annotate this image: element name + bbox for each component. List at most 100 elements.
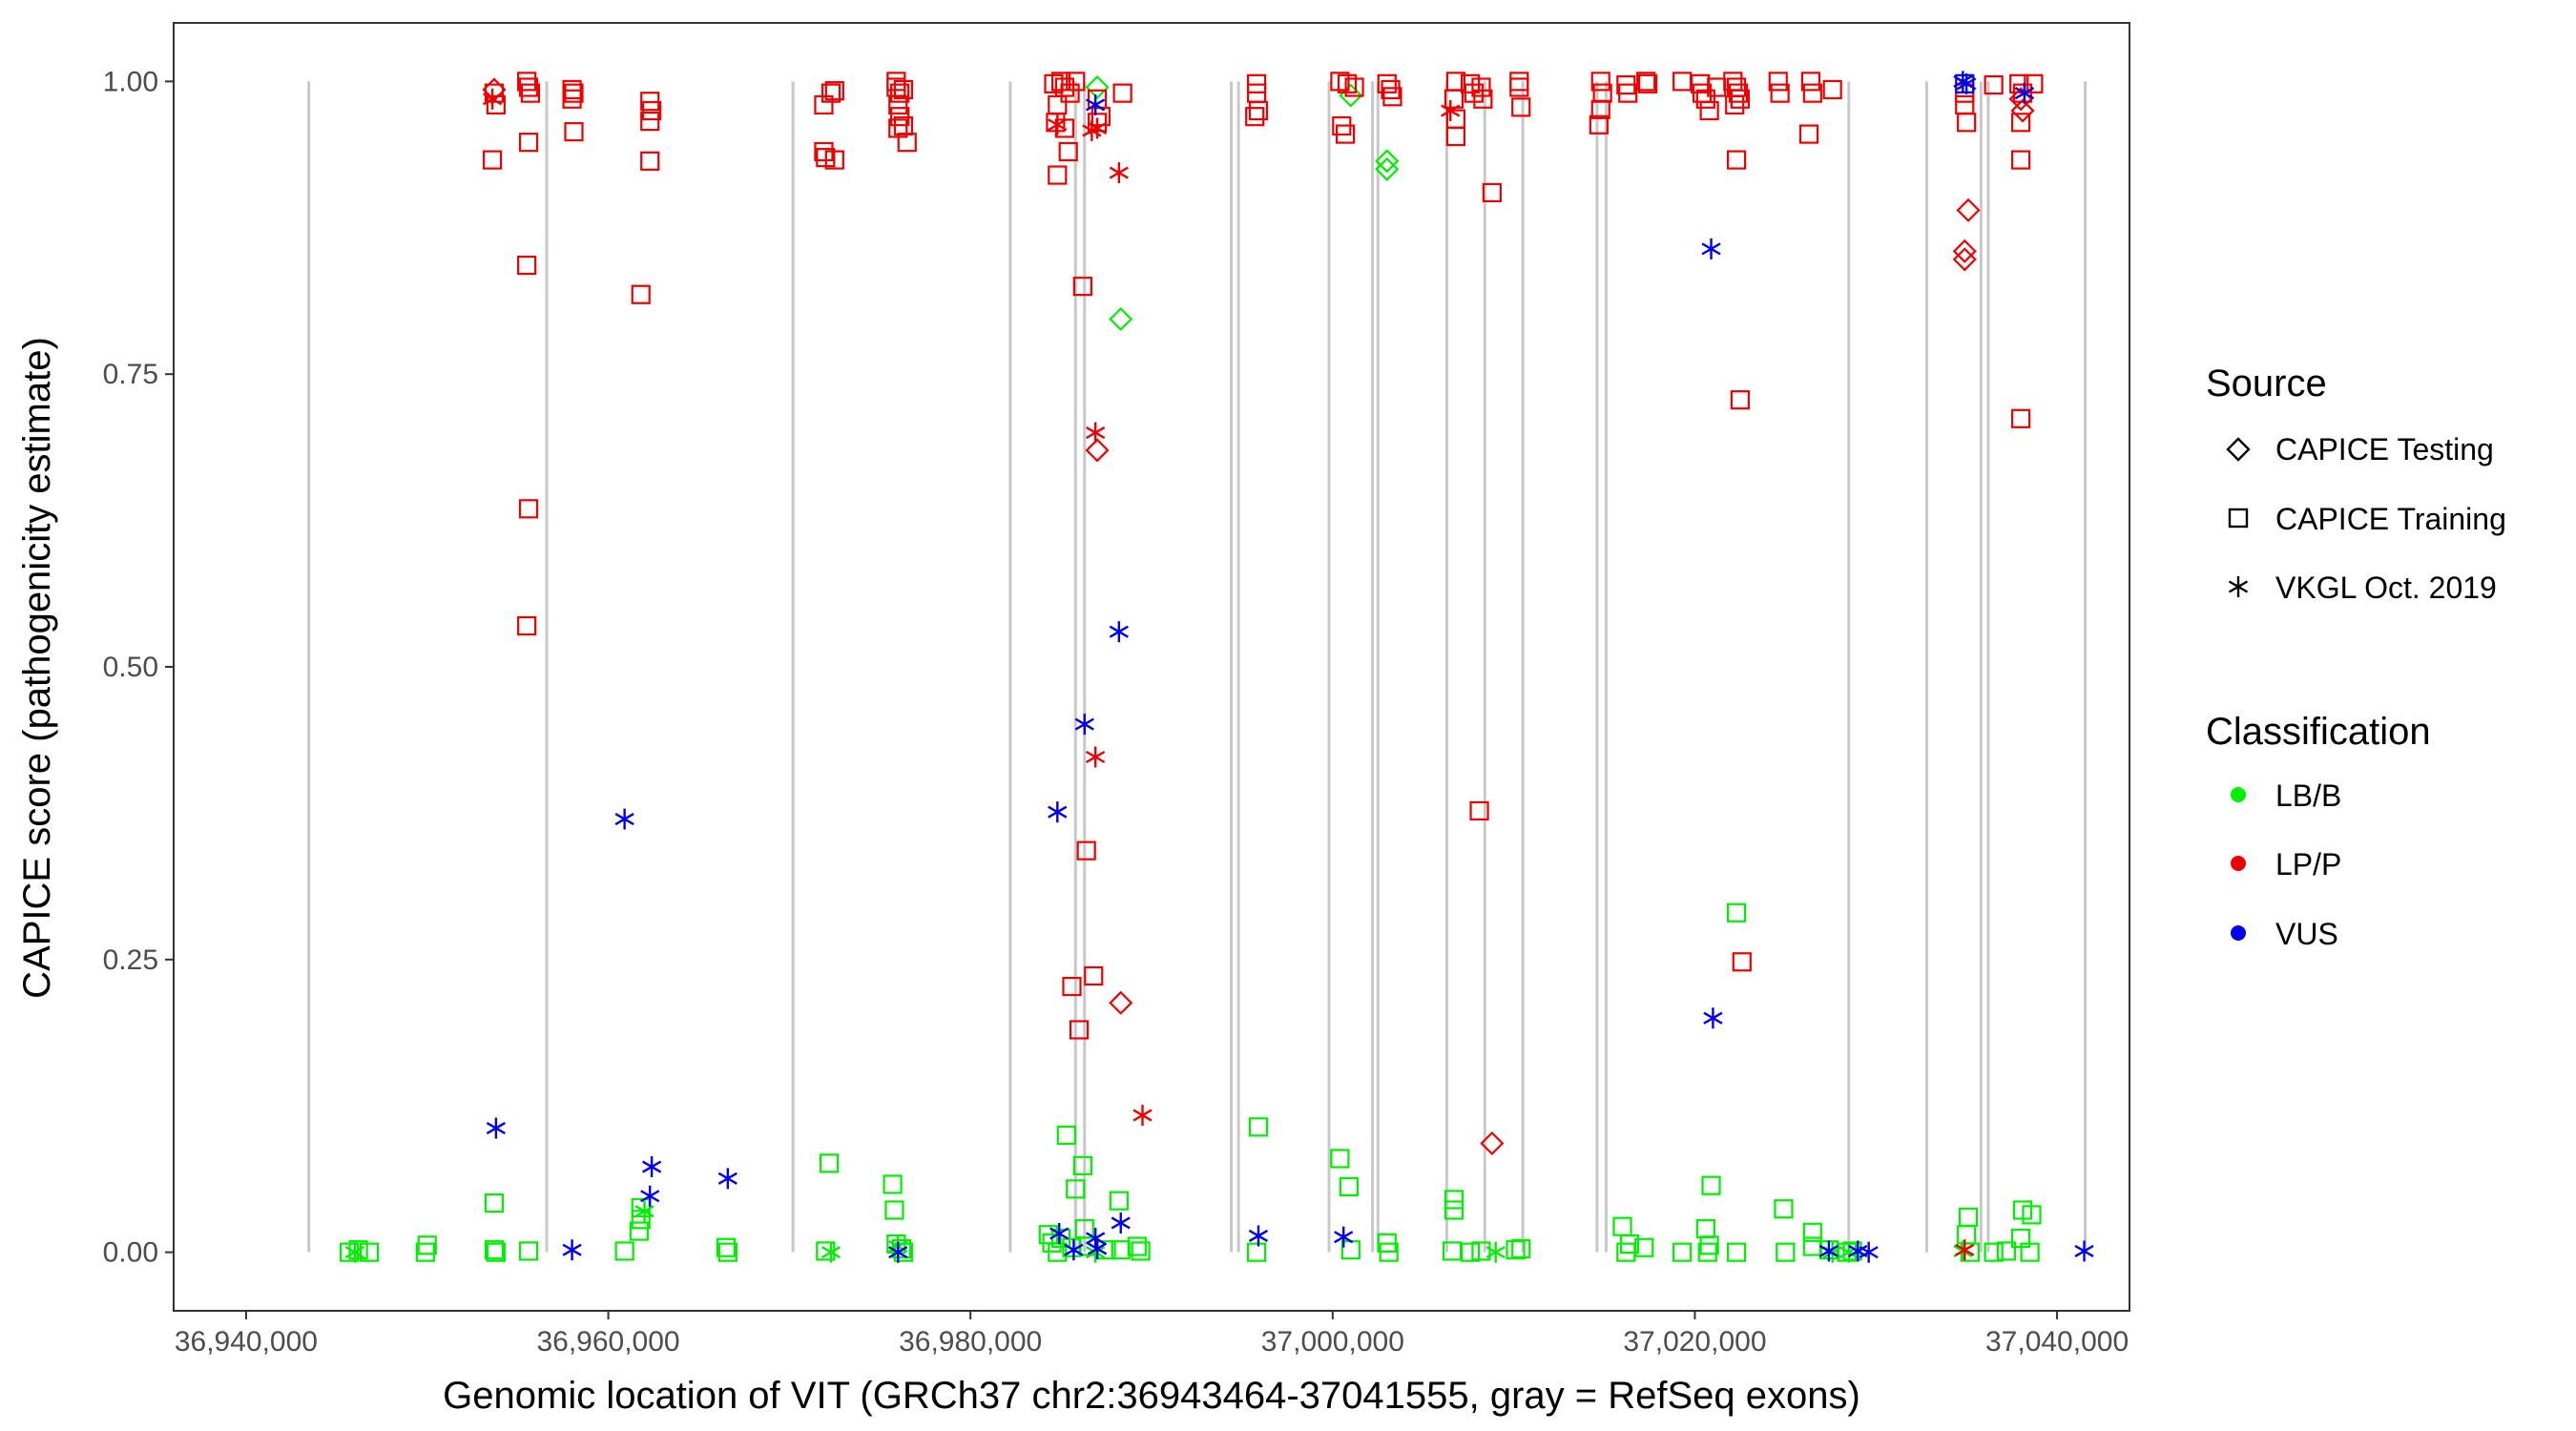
legend-source-testing-key xyxy=(2226,437,2251,462)
point-training-lpp xyxy=(1084,965,1104,986)
point-vkgl-vus xyxy=(1064,1239,1084,1261)
point-training-lpp xyxy=(1768,72,1788,92)
point-vkgl-vus xyxy=(888,1241,908,1263)
point-training-lpp xyxy=(517,72,537,92)
x-tick-label: 36,980,000 xyxy=(899,1326,1042,1358)
y-tick-label: 0.75 xyxy=(103,359,158,390)
point-training-lpp xyxy=(1069,1020,1090,1040)
point-training-lbb xyxy=(631,1210,651,1230)
point-training-lbb xyxy=(1727,902,1747,923)
axis-ticks: 36,940,000 36,960,000 36,980,000 37,000,000… xyxy=(103,66,2129,1358)
legend-lbb-label: LB/B xyxy=(2275,778,2341,813)
legend-classification: Classification LB/B LP/P VUS xyxy=(2206,711,2431,951)
point-training-lpp xyxy=(1066,72,1086,92)
point-testing-lpp xyxy=(1956,197,1981,222)
point-vkgl-lpp xyxy=(1086,422,1106,444)
point-training-lpp xyxy=(1590,72,1610,92)
point-training-lpp xyxy=(520,83,541,103)
point-training-lpp xyxy=(642,100,662,121)
point-vkgl-vus xyxy=(1703,1007,1723,1029)
point-training-lbb xyxy=(883,1174,903,1194)
point-training-lpp xyxy=(564,122,584,142)
point-training-lbb xyxy=(1444,1200,1465,1220)
point-training-lpp xyxy=(1800,72,1821,92)
point-vkgl-vus xyxy=(2014,82,2035,104)
point-testing-lpp xyxy=(1952,247,1977,272)
point-vkgl-vus xyxy=(717,1168,737,1190)
point-training-lbb xyxy=(717,1242,737,1262)
point-training-lpp xyxy=(1248,100,1269,121)
point-vkgl-lpp xyxy=(1086,746,1106,768)
point-vkgl-vus xyxy=(640,1185,660,1207)
point-testing-lbb xyxy=(1109,306,1133,332)
point-testing-lpp xyxy=(1480,1130,1505,1156)
point-training-lpp xyxy=(518,133,539,153)
point-training-lbb xyxy=(1127,1236,1147,1256)
legend-source-training-label: CAPICE Training xyxy=(2275,502,2506,536)
point-vkgl-lbb xyxy=(1485,1241,1506,1263)
point-training-lpp xyxy=(1245,107,1265,127)
point-vkgl-vus xyxy=(1859,1241,1879,1263)
point-training-lpp xyxy=(1770,83,1790,103)
point-training-lbb xyxy=(415,1242,435,1262)
point-training-lpp xyxy=(482,150,503,170)
point-training-lbb xyxy=(1246,1242,1267,1262)
point-training-lpp xyxy=(1048,165,1068,185)
point-training-lpp xyxy=(1337,73,1358,93)
point-training-lbb xyxy=(1131,1241,1151,1261)
point-training-lpp xyxy=(2011,408,2031,428)
point-training-lpp xyxy=(888,94,908,115)
point-vkgl-lpp xyxy=(1132,1105,1153,1127)
point-training-lbb xyxy=(417,1235,437,1255)
point-training-lbb xyxy=(1802,1222,1822,1242)
legend-source-title: Source xyxy=(2206,363,2327,404)
point-training-lbb xyxy=(1634,1237,1654,1257)
point-vkgl-lpp xyxy=(482,88,503,110)
x-tick-label: 36,960,000 xyxy=(536,1326,679,1358)
point-training-lpp xyxy=(1699,100,1719,121)
point-training-lpp xyxy=(518,499,539,519)
point-training-lpp xyxy=(1732,952,1752,972)
point-training-lbb xyxy=(716,1237,737,1257)
point-training-lpp xyxy=(1730,390,1750,410)
point-training-lpp xyxy=(1511,97,1531,117)
x-tick-label: 37,020,000 xyxy=(1623,1326,1766,1358)
point-testing-lbb xyxy=(1085,74,1110,100)
point-training-lbb xyxy=(884,1200,904,1220)
point-training-lbb xyxy=(1339,1176,1359,1197)
legend-vus-color-key xyxy=(2231,925,2246,941)
legend-source-vkgl-key xyxy=(2228,576,2249,597)
point-training-lbb xyxy=(1701,1175,1721,1195)
point-training-lpp xyxy=(640,111,660,132)
point-training-lpp xyxy=(1330,72,1350,92)
point-vkgl-lpp xyxy=(1955,1239,1975,1261)
exon-lines xyxy=(307,81,2088,1253)
point-training-lpp xyxy=(2011,113,2031,133)
point-testing-lbb xyxy=(1375,156,1400,181)
x-tick-label: 36,940,000 xyxy=(175,1326,318,1358)
point-training-lpp xyxy=(1590,99,1610,119)
point-training-lpp xyxy=(1469,800,1489,821)
point-training-lpp xyxy=(1112,83,1132,103)
x-axis-title: Genomic location of VIT (GRCh37 chr2:369… xyxy=(443,1375,1860,1417)
point-training-lbb xyxy=(2020,1242,2040,1262)
point-training-lpp xyxy=(517,615,537,636)
point-training-lpp xyxy=(484,83,505,103)
point-training-lpp xyxy=(518,77,539,97)
point-training-lbb xyxy=(1248,1117,1269,1137)
point-vkgl-vus xyxy=(1049,1223,1070,1244)
point-vkgl-vus xyxy=(1818,1240,1839,1262)
point-training-lbb xyxy=(1506,1240,1526,1260)
point-training-lpp xyxy=(1382,87,1402,107)
point-vkgl-lpp xyxy=(1082,119,1102,141)
point-training-lbb xyxy=(518,1241,539,1261)
point-training-lbb xyxy=(629,1221,649,1241)
point-training-lbb xyxy=(484,1240,505,1260)
point-vkgl-vus xyxy=(2074,1240,2094,1262)
legend-diamond-symbol xyxy=(2226,437,2251,462)
point-vkgl-vus xyxy=(1048,801,1068,823)
point-testing-lpp xyxy=(2010,98,2035,123)
x-tick-label: 37,000,000 xyxy=(1261,1326,1404,1358)
point-training-lbb xyxy=(1048,1242,1068,1262)
